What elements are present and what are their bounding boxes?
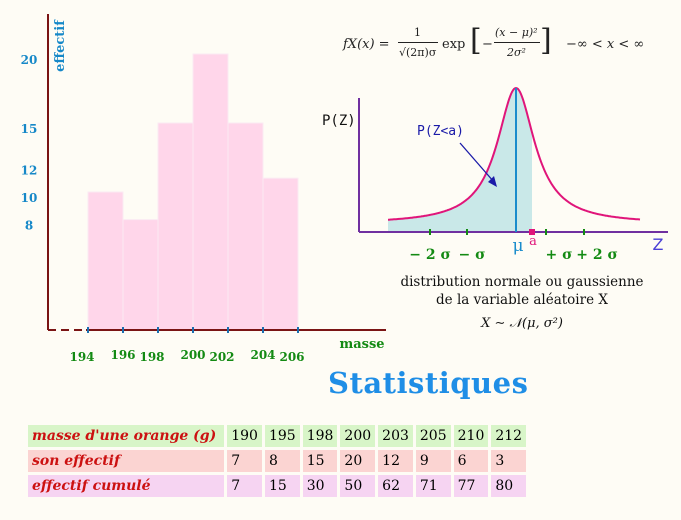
a-marker: [529, 229, 535, 235]
tick-label-mu: μ: [512, 236, 523, 256]
x-tick-label: 196: [110, 348, 135, 362]
x-tick-label: 194: [69, 350, 94, 364]
tick-label-a: a: [529, 234, 537, 249]
y-tick-label: 20: [21, 53, 38, 67]
y-tick-label: 12: [21, 163, 38, 177]
density-curve: [388, 86, 641, 221]
table-row: masse d'une orange (g) 190 195 198 200 203 205…: [28, 425, 527, 447]
table-row: effectif cumulé 7 15 30 50 62 71 77 80: [28, 475, 527, 497]
histogram-bar: [262, 177, 299, 331]
area-label: P(Z<a): [417, 124, 464, 139]
caption-line1: distribution normale ou gaussienne: [400, 274, 644, 290]
formula-frac-num: 1: [414, 26, 421, 39]
y-tick-label: 15: [21, 122, 38, 136]
formula-domain: −∞ < x < ∞: [566, 37, 645, 52]
table-cell: 7: [227, 475, 262, 497]
tick-label-plus-sigma: + σ: [546, 247, 573, 263]
data-table: masse d'une orange (g) 190 195 198 200 203 205…: [25, 422, 529, 500]
x-tick-label: 198: [139, 350, 164, 364]
histogram-bar: [227, 122, 264, 331]
table-cell: 9: [415, 450, 451, 472]
normal-distribution-plot: − 2 σ − σ + σ + 2 σ μ a Z P(Z) P(Z<a): [322, 86, 668, 263]
formula-bracket-right: ]: [540, 23, 552, 58]
table-cell: 77: [453, 475, 489, 497]
y-tick-label: 10: [21, 191, 38, 205]
row-label: effectif cumulé: [28, 475, 225, 497]
histogram-bar: [87, 191, 124, 331]
tick-label-minus-sigma: − σ: [459, 247, 486, 263]
table-cell: 7: [227, 450, 262, 472]
x-tick-label: 206: [279, 350, 304, 364]
table-cell: 203: [378, 425, 413, 447]
table-cell: 15: [302, 450, 338, 472]
table-cell: 50: [340, 475, 376, 497]
histogram-bar: [157, 122, 194, 331]
pz-axis-label: P(Z): [322, 113, 356, 129]
table-cell: 62: [378, 475, 413, 497]
y-tick-label: 8: [25, 219, 33, 233]
formula-exp-num: (x − μ)²: [495, 26, 538, 39]
formula-bracket-left: [: [470, 23, 482, 58]
caption-line2: de la variable aléatoire X: [436, 292, 608, 308]
table-cell: 71: [415, 475, 451, 497]
caption-notation: X ∼ 𝒩(μ, σ²): [481, 316, 563, 331]
x-tick-label: 204: [250, 348, 275, 362]
x-tick-label: 200: [180, 348, 205, 362]
row-label: masse d'une orange (g): [28, 425, 225, 447]
table-cell: 195: [264, 425, 300, 447]
page-title: Statistiques: [328, 366, 529, 400]
z-axis-label: Z: [653, 235, 664, 254]
table-cell: 3: [491, 450, 527, 472]
x-axis-label: masse: [339, 337, 384, 352]
table-cell: 200: [340, 425, 376, 447]
formula-frac-bar: [398, 42, 438, 43]
formula-exp: exp: [442, 37, 466, 52]
x-tick-label: 202: [209, 350, 234, 364]
table-cell: 212: [491, 425, 527, 447]
table-row: son effectif 7 8 15 20 12 9 6 3: [28, 450, 527, 472]
table-cell: 198: [302, 425, 338, 447]
table-cell: 12: [378, 450, 413, 472]
formula-lhs: fX(x) =: [343, 37, 390, 52]
y-axis-label: effectif: [53, 19, 68, 72]
formula-exp-den: 2σ²: [507, 46, 526, 59]
formula-frac-den: √(2π)σ: [399, 46, 437, 59]
histogram-bar: [122, 219, 159, 331]
histogram-bar: [192, 53, 229, 331]
area-arrow-line: [459, 142, 495, 183]
table-cell: 8: [264, 450, 300, 472]
table-cell: 6: [453, 450, 489, 472]
table-cell: 190: [227, 425, 262, 447]
table-cell: 80: [491, 475, 527, 497]
histogram: 194 196 198 200 202 204 206 8 10 12 15 20 effectif ma…: [21, 14, 386, 364]
table-cell: 30: [302, 475, 338, 497]
cumulative-area: [388, 88, 532, 232]
tick-label-plus-2-sigma: + 2 σ: [576, 247, 618, 263]
formula-minus: −: [482, 37, 493, 52]
table-cell: 210: [453, 425, 489, 447]
formula-exp-bar: [494, 42, 540, 43]
table-cell: 20: [340, 450, 376, 472]
table-cell: 15: [264, 475, 300, 497]
table-cell: 205: [415, 425, 451, 447]
area-arrow-head: [488, 176, 497, 187]
row-label: son effectif: [28, 450, 225, 472]
tick-label-minus-2-sigma: − 2 σ: [409, 247, 451, 263]
